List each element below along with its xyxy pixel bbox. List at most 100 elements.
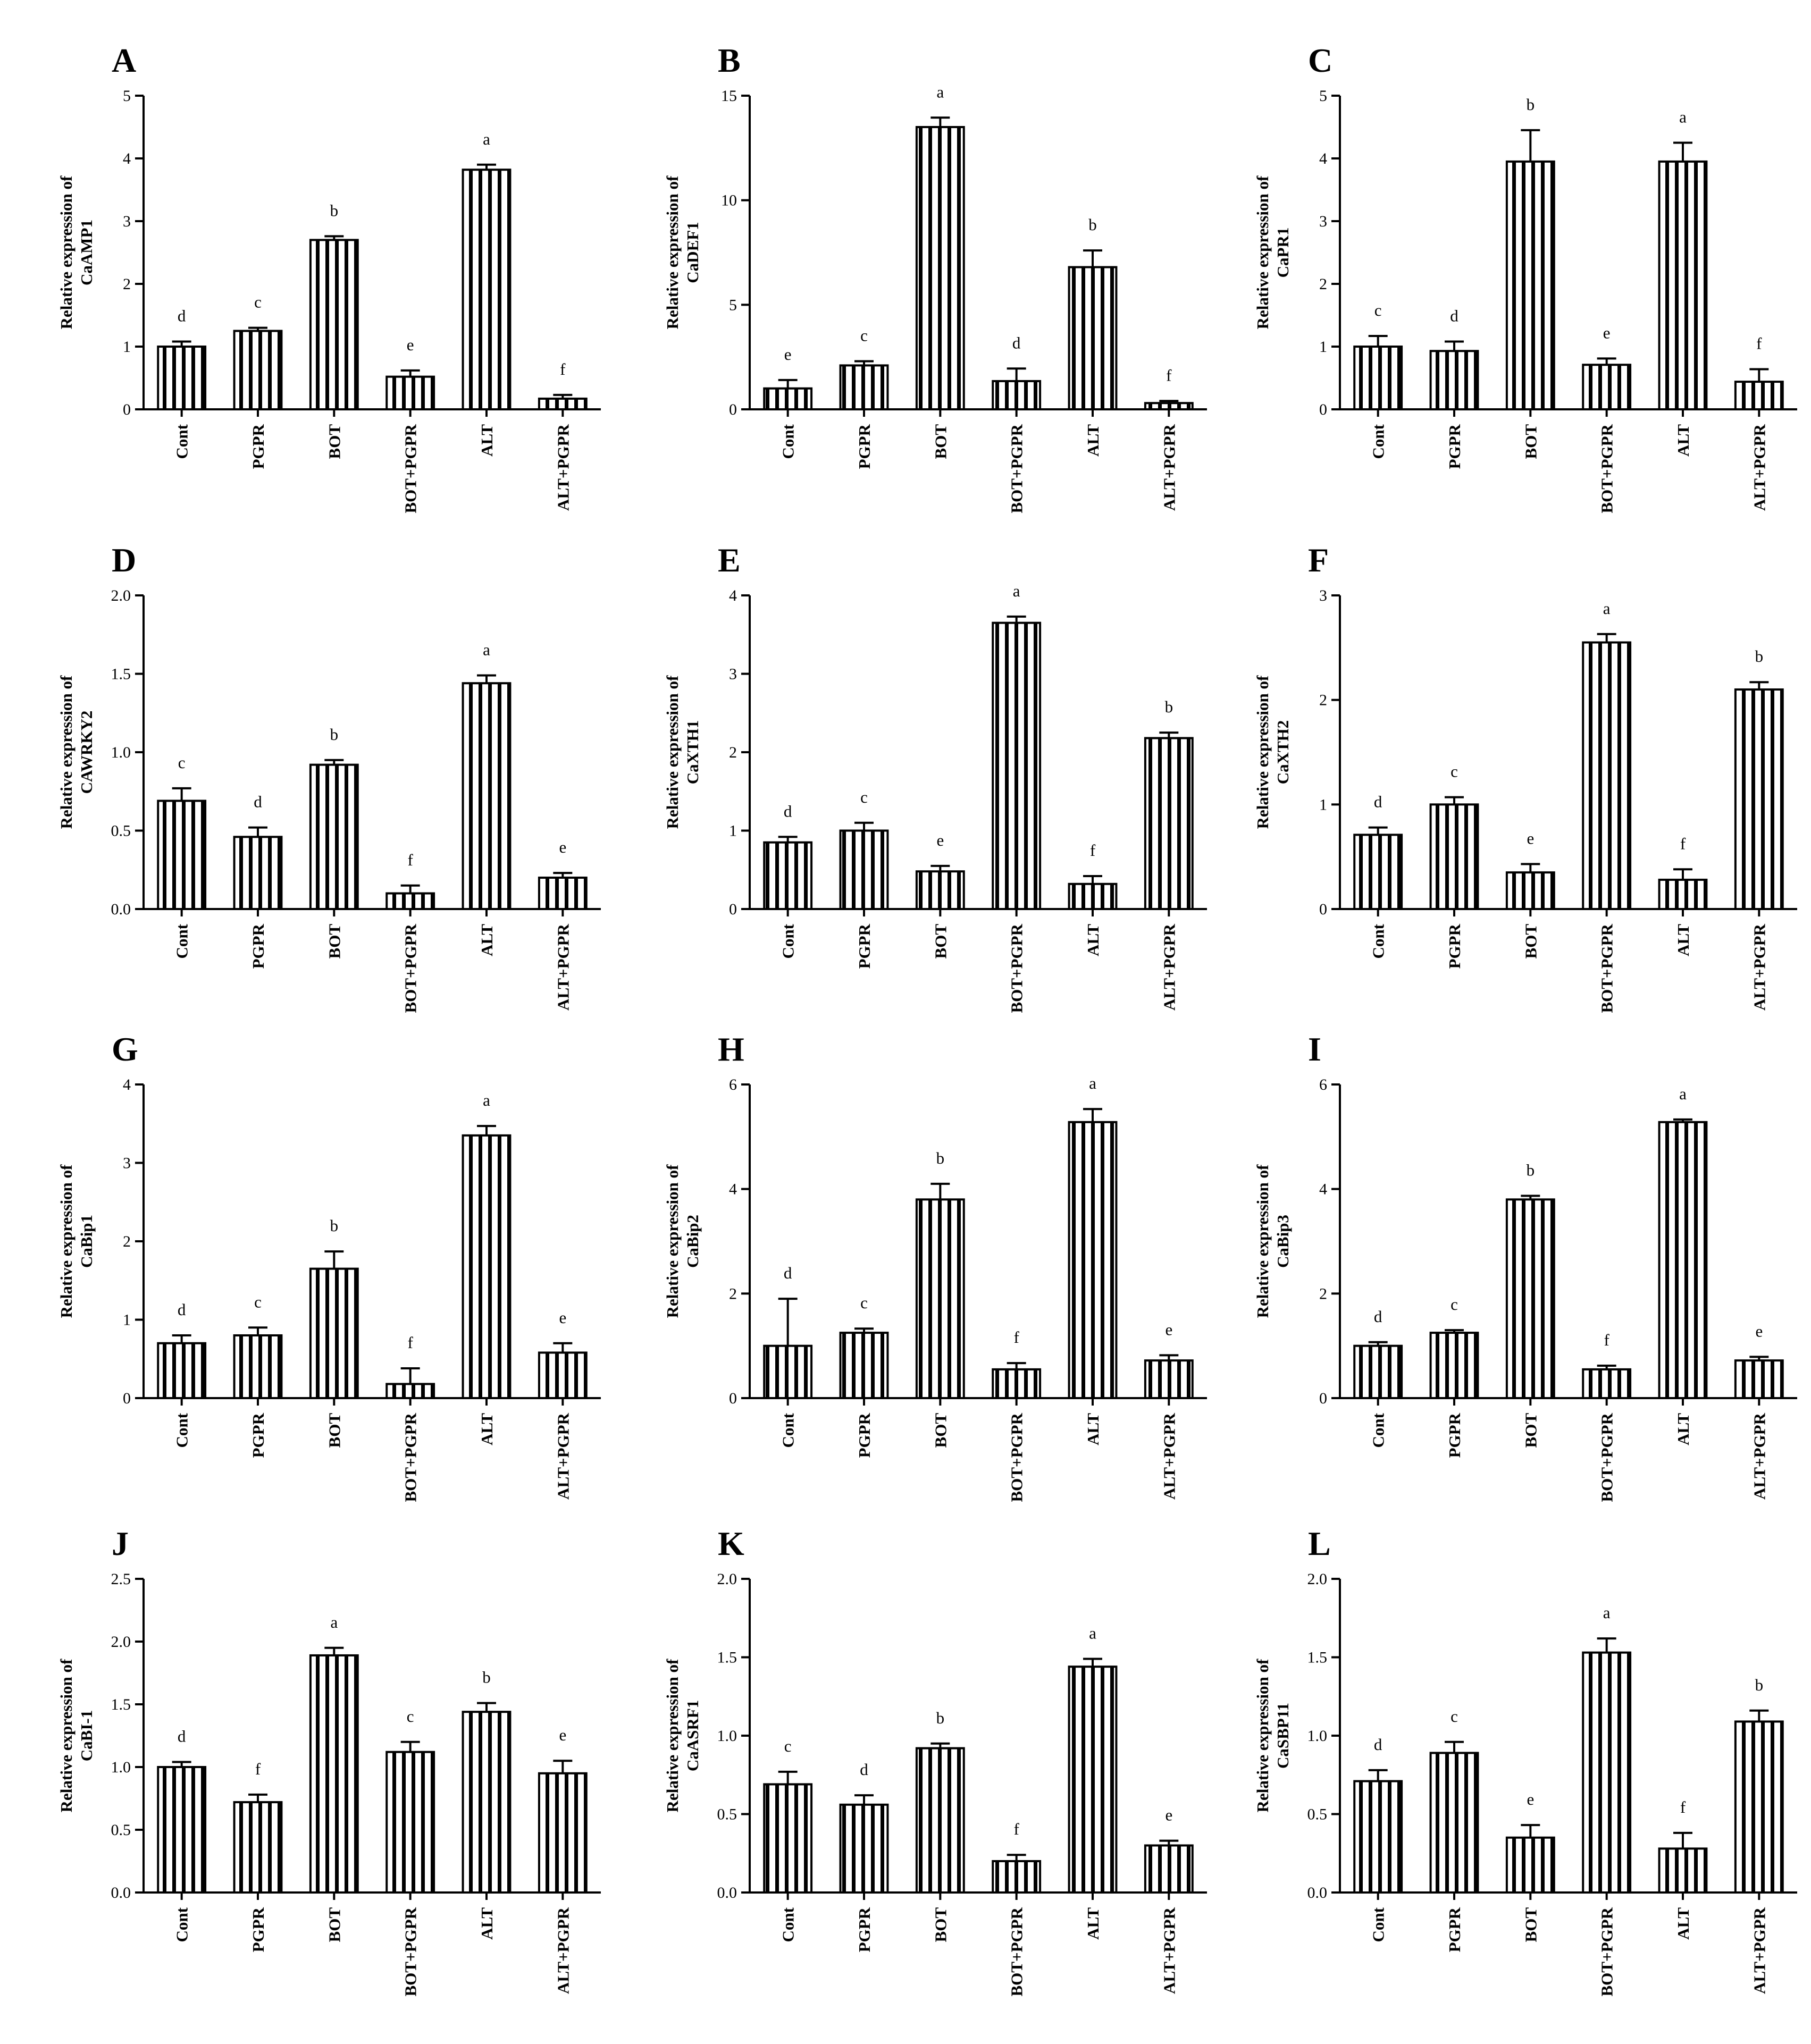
y-axis-label: Relative expression of [1253, 175, 1272, 329]
y-axis-label: CaBI-1 [77, 1710, 96, 1761]
category-label: PGPR [855, 424, 874, 469]
significance-letter: d [1374, 1307, 1382, 1326]
category-label: ALT [1674, 1413, 1692, 1445]
y-tick-label: 4 [729, 587, 737, 604]
bar-bot-pgpr [992, 621, 1042, 910]
significance-letter: f [408, 851, 414, 869]
bar-bot-pgpr [1582, 641, 1632, 910]
y-tick-label: 2 [729, 744, 737, 761]
bar-bot [915, 870, 965, 910]
category-label: PGPR [249, 424, 267, 469]
significance-letter: b [936, 1709, 945, 1727]
y-tick-label: 2.0 [111, 1633, 131, 1651]
y-axis-label: CaXTH1 [683, 720, 702, 785]
significance-letter: f [1166, 366, 1172, 384]
significance-letter: a [1089, 1624, 1096, 1642]
bar-alt [1068, 1666, 1118, 1894]
bar-alt-pgpr [538, 1351, 588, 1399]
y-axis-label: Relative expression of [57, 1164, 76, 1318]
category-label: ALT+PGPR [1750, 1412, 1768, 1500]
bar-alt-pgpr [538, 877, 588, 910]
y-tick-label: 2.0 [1307, 1570, 1328, 1588]
y-axis-label: Relative expression of [1253, 675, 1272, 829]
category-label: PGPR [249, 923, 267, 969]
category-label: BOT+PGPR [1598, 1412, 1616, 1502]
y-tick-label: 2.5 [111, 1570, 131, 1588]
y-tick-label: 5 [729, 296, 737, 314]
bar-bot-pgpr [385, 1751, 435, 1894]
bar-bot [309, 763, 359, 910]
bar-bot-pgpr [1582, 1368, 1632, 1400]
y-axis-label: CaAMP1 [77, 220, 96, 285]
y-axis-label: CaDEF1 [683, 222, 702, 283]
y-axis-label: Relative expression of [1253, 1164, 1272, 1318]
bar-bot [915, 1198, 965, 1399]
category-label: ALT [1674, 1907, 1692, 1940]
category-label: BOT+PGPR [401, 1907, 420, 1996]
y-axis-label: Relative expression of [1253, 1659, 1272, 1812]
category-label: ALT [1084, 424, 1102, 457]
bar-bot-pgpr [385, 1383, 435, 1399]
category-label: ALT+PGPR [1750, 1907, 1768, 1994]
significance-letter: d [254, 793, 262, 811]
category-label: BOT+PGPR [1598, 424, 1616, 513]
significance-letter: c [784, 1737, 792, 1755]
significance-letter: e [559, 838, 566, 856]
bar-alt [462, 1134, 512, 1399]
panel-letter: F [1308, 541, 1329, 579]
significance-letter: e [1165, 1320, 1172, 1339]
bar-bot [1505, 871, 1555, 910]
bar-pgpr [839, 829, 889, 910]
y-axis-label: Relative expression of [663, 175, 682, 329]
category-label: ALT [1084, 924, 1102, 956]
category-label: ALT+PGPR [554, 424, 572, 511]
significance-letter: b [330, 201, 339, 220]
y-tick-label: 0 [729, 1390, 737, 1407]
y-tick-label: 2.0 [717, 1570, 737, 1588]
significance-letter: c [1451, 1295, 1458, 1314]
bar-alt [1658, 1121, 1708, 1400]
category-label: ALT [1674, 424, 1692, 457]
bar-alt-pgpr [1144, 737, 1194, 910]
y-tick-label: 0.5 [717, 1806, 737, 1823]
category-label: BOT+PGPR [401, 424, 420, 513]
y-axis-label: Relative expression of [663, 1164, 682, 1318]
bar-alt [1068, 266, 1118, 410]
y-tick-label: 1.0 [717, 1727, 737, 1745]
significance-letter: f [255, 1760, 261, 1778]
bar-bot-pgpr [992, 1368, 1042, 1400]
bar-alt [1658, 160, 1708, 410]
significance-letter: d [784, 1264, 792, 1282]
category-label: BOT [325, 424, 343, 459]
significance-letter: e [559, 1308, 566, 1327]
bar-cont [1353, 1344, 1403, 1400]
significance-letter: a [1603, 1603, 1611, 1622]
category-label: BOT [931, 1413, 950, 1448]
significance-letter: f [1090, 841, 1096, 860]
bar-cont [157, 346, 207, 410]
bar-cont [157, 1342, 207, 1399]
category-label: BOT [931, 424, 950, 459]
y-tick-label: 1.5 [1307, 1649, 1328, 1667]
chart-panel-d: D 0.0 0.5 1.0 1.5 2.0 Relative expression of CA… [57, 541, 601, 1013]
panel-letter: B [718, 41, 741, 79]
bar-bot [309, 239, 359, 410]
y-tick-label: 3 [123, 213, 131, 230]
y-axis-label: CaSBP11 [1273, 1703, 1292, 1769]
panel-letter: E [718, 541, 741, 579]
significance-letter: d [178, 307, 186, 325]
significance-letter: e [559, 1726, 566, 1744]
significance-letter: a [936, 82, 944, 101]
category-label: ALT+PGPR [554, 1907, 572, 1994]
chart-panel-b: B 0 5 10 15 Relative expression of CaDEF1 e Cont… [663, 41, 1207, 514]
y-tick-label: 1.5 [717, 1649, 737, 1667]
y-tick-label: 0 [729, 901, 737, 918]
bar-alt [462, 682, 512, 910]
bar-alt [462, 169, 512, 410]
bar-bot-pgpr [1582, 364, 1632, 410]
y-axis-label: CaBip2 [683, 1215, 702, 1268]
y-tick-label: 1.5 [111, 1696, 131, 1713]
panel-letter: D [112, 541, 136, 579]
significance-letter: a [1679, 1084, 1687, 1103]
y-tick-label: 1.0 [111, 744, 131, 761]
